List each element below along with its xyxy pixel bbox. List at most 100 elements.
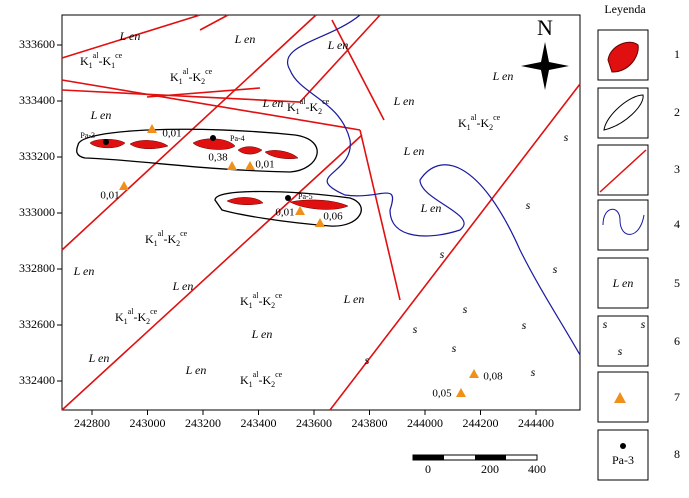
sample-value: 0,05 (432, 388, 452, 400)
formation-part: -K (258, 294, 271, 308)
legend-text: s (618, 344, 623, 358)
formation-part: ce (275, 291, 283, 300)
formation-label: K1al-K2ce (145, 229, 188, 248)
legend-river (602, 208, 645, 235)
formation-label: K1al-K2ce (115, 307, 158, 326)
x-tick-label: 244200 (463, 416, 499, 430)
sand-label: s (440, 247, 445, 261)
y-tick-label: 332400 (19, 373, 55, 387)
formation-part: al (183, 67, 190, 76)
formation-part: -K (98, 54, 111, 68)
legend-outline (603, 94, 644, 131)
formation-part: -K (258, 373, 271, 387)
lithology-label: L en (393, 94, 415, 108)
well (103, 139, 109, 145)
sample-value: 0,01 (275, 207, 294, 219)
sample-triangle (315, 218, 325, 227)
well (210, 135, 216, 141)
scale-label: 400 (528, 462, 546, 476)
sample-triangle (456, 388, 466, 397)
lithology-label: L en (327, 38, 349, 52)
x-tick-label: 243000 (130, 416, 166, 430)
sample-value: 0,06 (323, 211, 343, 223)
formation-part: al (93, 51, 100, 60)
formation-part: K (170, 70, 179, 84)
well (285, 195, 291, 201)
formation-part: 2 (146, 317, 150, 326)
sand-label: s (522, 318, 527, 332)
formation-part: K (80, 54, 89, 68)
formation-label: K1al-K2ce (287, 97, 330, 116)
sample-value: 0,38 (208, 152, 228, 164)
lithology-label: L en (262, 96, 284, 110)
formation-label: K1al-K1ce (80, 51, 123, 70)
formation-label: K1al-K2ce (240, 291, 283, 310)
scale-label: 200 (481, 462, 499, 476)
formation-part: ce (150, 307, 158, 316)
x-tick-label: 244000 (407, 416, 443, 430)
well-label: Pa-3 (80, 131, 95, 140)
formation-part: 1 (296, 107, 300, 116)
formation-part: 2 (271, 301, 275, 310)
formation-part: al (128, 307, 135, 316)
sample-value: 0,01 (100, 190, 119, 202)
lithology-label: L en (172, 279, 194, 293)
lithology-label: L en (88, 351, 110, 365)
formation-part: K (145, 232, 154, 246)
lithology-label: L en (420, 201, 442, 215)
sand-label: s (526, 198, 531, 212)
formation-part: 1 (89, 61, 93, 70)
legend-text: L en (612, 276, 634, 290)
x-tick-label: 243400 (241, 416, 277, 430)
formation-part: ce (322, 97, 330, 106)
legend-text: s (641, 317, 646, 331)
x-tick-label: 244400 (518, 416, 554, 430)
lithology-label: L en (73, 264, 95, 278)
formation-part: K (240, 373, 249, 387)
anomaly-outline (76, 128, 318, 173)
formation-part: 2 (318, 107, 322, 116)
formation-part: 1 (249, 380, 253, 389)
well-label: Pa-5 (298, 192, 313, 201)
formation-part: al (253, 370, 260, 379)
formation-part: ce (180, 229, 188, 238)
formation-part: -K (476, 116, 489, 130)
formation-part: al (158, 229, 165, 238)
lithology-label: L en (251, 327, 273, 341)
formation-part: al (300, 97, 307, 106)
legend-well (620, 443, 626, 449)
formation-part: K (287, 100, 296, 114)
formation-part: 2 (271, 380, 275, 389)
formation-part: 2 (489, 123, 493, 132)
formation-part: 1 (111, 61, 115, 70)
north-label: N (537, 15, 553, 40)
formation-part: 2 (176, 239, 180, 248)
lithology-label: L en (403, 144, 425, 158)
lithology-label: L en (90, 108, 112, 122)
formation-part: 1 (154, 239, 158, 248)
x-tick-label: 242800 (74, 416, 110, 430)
y-tick-label: 333600 (19, 37, 55, 51)
y-tick-label: 332800 (19, 261, 55, 275)
formation-part: ce (275, 370, 283, 379)
sand-label: s (413, 322, 418, 336)
formation-label: K1al-K2ce (170, 67, 213, 86)
formation-part: ce (115, 51, 123, 60)
formation-part: ce (493, 113, 501, 122)
lithology-label: L en (234, 32, 256, 46)
legend-fault (599, 149, 647, 193)
formation-part: 1 (124, 317, 128, 326)
sample-value: 0,01 (255, 159, 274, 171)
sample-triangle (469, 369, 479, 378)
lithology-label: L en (343, 292, 365, 306)
legend-number: 4 (674, 217, 680, 231)
lithology-label: L en (119, 29, 141, 43)
formation-part: -K (163, 232, 176, 246)
legend-number: 8 (674, 447, 680, 461)
x-tick-label: 243800 (352, 416, 388, 430)
map-frame (61, 14, 581, 411)
formation-part: 1 (249, 301, 253, 310)
sample-value: 0,08 (483, 371, 503, 383)
sample-value: 0,01 (162, 128, 181, 140)
